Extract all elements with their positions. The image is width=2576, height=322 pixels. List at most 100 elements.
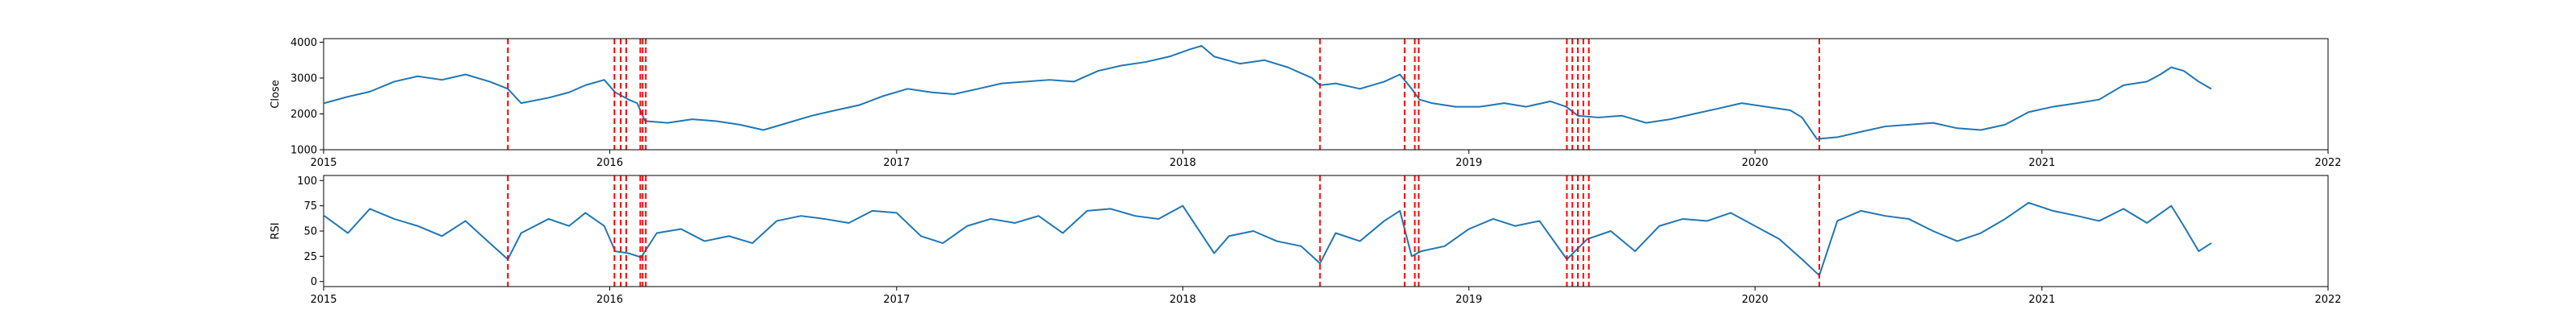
close-data-point — [2183, 70, 2185, 72]
rsi-x-tick-label: 2017 — [883, 294, 910, 306]
rsi-x-tick-label: 2016 — [597, 294, 623, 306]
rsi-data-point — [752, 242, 753, 244]
close-data-point — [1765, 106, 1767, 108]
rsi-data-point — [1514, 225, 1516, 227]
close-data-point — [1836, 136, 1838, 138]
rsi-data-point — [848, 222, 849, 224]
close-data-point — [2170, 67, 2172, 68]
rsi-series-layer — [324, 201, 2212, 277]
close-data-point — [1597, 117, 1599, 118]
rsi-data-point — [1682, 218, 1684, 220]
rsi-data-point — [872, 210, 873, 212]
rsi-data-point — [990, 218, 992, 220]
close-data-point — [1816, 138, 1818, 140]
close-data-point — [1504, 102, 1505, 104]
close-data-point — [1565, 106, 1567, 108]
close-data-point — [1932, 122, 1934, 124]
rsi-data-point — [2198, 250, 2199, 252]
close-x-tick-label: 2018 — [1170, 157, 1196, 169]
rsi-x-tick-label: 2021 — [2029, 294, 2055, 306]
close-data-point — [835, 109, 836, 111]
close-data-point — [1001, 83, 1002, 85]
rsi-data-point — [1014, 222, 1016, 224]
rsi-data-point — [1276, 241, 1278, 242]
close-axes-frame — [323, 38, 2329, 151]
close-data-point — [2052, 106, 2054, 108]
rsi-data-point — [1319, 262, 1321, 264]
rsi-y-tick-label: 0 — [311, 276, 317, 288]
rsi-x-axis: 2015 2016 2017 2018 2019 2020 2021 2022 — [310, 287, 2342, 306]
rsi-panel: 2015 2016 2017 2018 2019 2020 2021 2022 0 25 50 75… — [270, 175, 2342, 306]
close-data-point — [1741, 102, 1743, 104]
close-data-point — [1213, 56, 1215, 57]
close-data-point — [1455, 106, 1456, 108]
rsi-data-point — [1228, 235, 1230, 237]
close-x-tick-label: 2020 — [1742, 157, 1769, 169]
close-data-point — [1335, 83, 1336, 85]
close-data-point — [2198, 80, 2199, 82]
rsi-data-point — [568, 225, 570, 227]
rsi-x-tick-label: 2019 — [1455, 294, 1482, 306]
close-data-point — [547, 97, 549, 98]
rsi-y-axis-label: RSI — [270, 222, 282, 239]
rsi-data-point — [1158, 218, 1159, 220]
close-data-point — [2004, 124, 2006, 126]
close-data-point — [1169, 56, 1170, 57]
close-data-point — [2160, 74, 2161, 76]
close-vline-layer — [506, 39, 1821, 150]
rsi-data-point — [547, 218, 549, 220]
rsi-data-point — [1778, 238, 1780, 240]
close-panel: 2015 2016 2017 2018 2019 2020 2021 2022 1000 200… — [270, 37, 2342, 169]
rsi-vline-layer — [506, 175, 1821, 287]
close-data-point — [1189, 48, 1191, 50]
close-x-tick-label: 2021 — [2029, 157, 2055, 169]
rsi-series-line — [324, 201, 2212, 277]
rsi-data-point — [2123, 208, 2124, 209]
close-x-tick-label: 2015 — [310, 157, 336, 169]
rsi-data-point — [2146, 222, 2148, 224]
rsi-data-point — [1086, 210, 1088, 212]
close-x-tick-label: 2019 — [1455, 157, 1482, 169]
close-x-axis: 2015 2016 2017 2018 2019 2020 2021 2022 — [310, 150, 2342, 169]
close-data-point — [1431, 102, 1433, 104]
close-y-axis: 1000 2000 3000 4000 — [291, 37, 324, 157]
close-data-point — [489, 80, 490, 82]
close-y-tick-label: 3000 — [291, 72, 317, 85]
close-data-point — [369, 91, 370, 93]
rsi-data-point — [1038, 215, 1039, 217]
close-series-line — [324, 44, 2212, 140]
close-y-tick-label: 4000 — [291, 37, 317, 49]
close-data-point — [1418, 99, 1420, 101]
close-data-point — [1645, 122, 1647, 124]
close-data-point — [931, 92, 933, 93]
rsi-data-point — [2076, 215, 2078, 217]
close-data-point — [1399, 74, 1401, 76]
rsi-data-point — [1610, 230, 1612, 232]
close-data-point — [1577, 115, 1579, 117]
rsi-data-point — [966, 225, 968, 227]
rsi-data-point — [1110, 208, 1112, 209]
close-data-point — [568, 92, 570, 93]
close-x-tick-label: 2016 — [597, 157, 623, 169]
close-data-point — [1121, 64, 1122, 66]
rsi-y-tick-label: 100 — [297, 175, 317, 188]
close-data-point — [1097, 70, 1099, 72]
close-data-point — [811, 115, 813, 117]
close-data-point — [520, 102, 522, 104]
close-data-point — [691, 118, 693, 120]
close-y-axis-label: Close — [270, 80, 282, 108]
rsi-data-point — [1411, 255, 1413, 257]
rsi-data-point — [800, 215, 802, 217]
close-data-point — [637, 102, 638, 104]
rsi-x-tick-label: 2020 — [1742, 294, 1769, 306]
close-data-point — [1384, 80, 1385, 82]
rsi-data-point — [604, 225, 605, 227]
rsi-data-point — [489, 242, 490, 244]
close-data-point — [739, 124, 741, 126]
close-y-tick-label: 1000 — [291, 145, 317, 157]
close-y-tick-label: 2000 — [291, 109, 317, 121]
rsi-data-point — [1134, 215, 1136, 217]
close-data-point — [2076, 102, 2078, 104]
rsi-data-point — [1420, 250, 1422, 252]
close-data-point — [667, 122, 668, 124]
